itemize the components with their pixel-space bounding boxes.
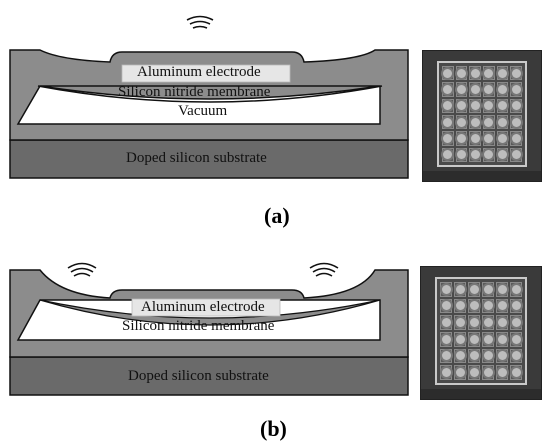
acoustic-wave-icon (67, 262, 97, 277)
substrate-layer (9, 356, 409, 396)
chip-photo-b (420, 266, 542, 400)
substrate-layer (9, 139, 409, 179)
substrate-label: Doped silicon substrate (126, 150, 267, 166)
aluminum-electrode (121, 64, 291, 83)
chip-photo-a (422, 50, 542, 182)
vacuum-cavity (16, 85, 381, 125)
panel-a-cross-section (9, 15, 409, 179)
panel-b-cross-section (9, 262, 409, 396)
caption-a: (a) (264, 203, 290, 228)
electrode-label: Aluminum electrode (141, 299, 265, 315)
vacuum-label: Vacuum (178, 103, 228, 119)
membrane-underside (37, 85, 383, 103)
acoustic-wave-icon (186, 15, 214, 29)
caption-b: (b) (260, 416, 287, 441)
acoustic-wave-icon (309, 262, 339, 277)
membrane-label: Silicon nitride membrane (118, 84, 271, 100)
aluminum-electrode (131, 298, 281, 317)
electrode-label: Aluminum electrode (137, 64, 261, 80)
transducer-array (435, 277, 527, 385)
transducer-array (437, 61, 527, 167)
substrate-label: Doped silicon substrate (128, 368, 269, 384)
membrane-label: Silicon nitride membrane (122, 318, 275, 334)
